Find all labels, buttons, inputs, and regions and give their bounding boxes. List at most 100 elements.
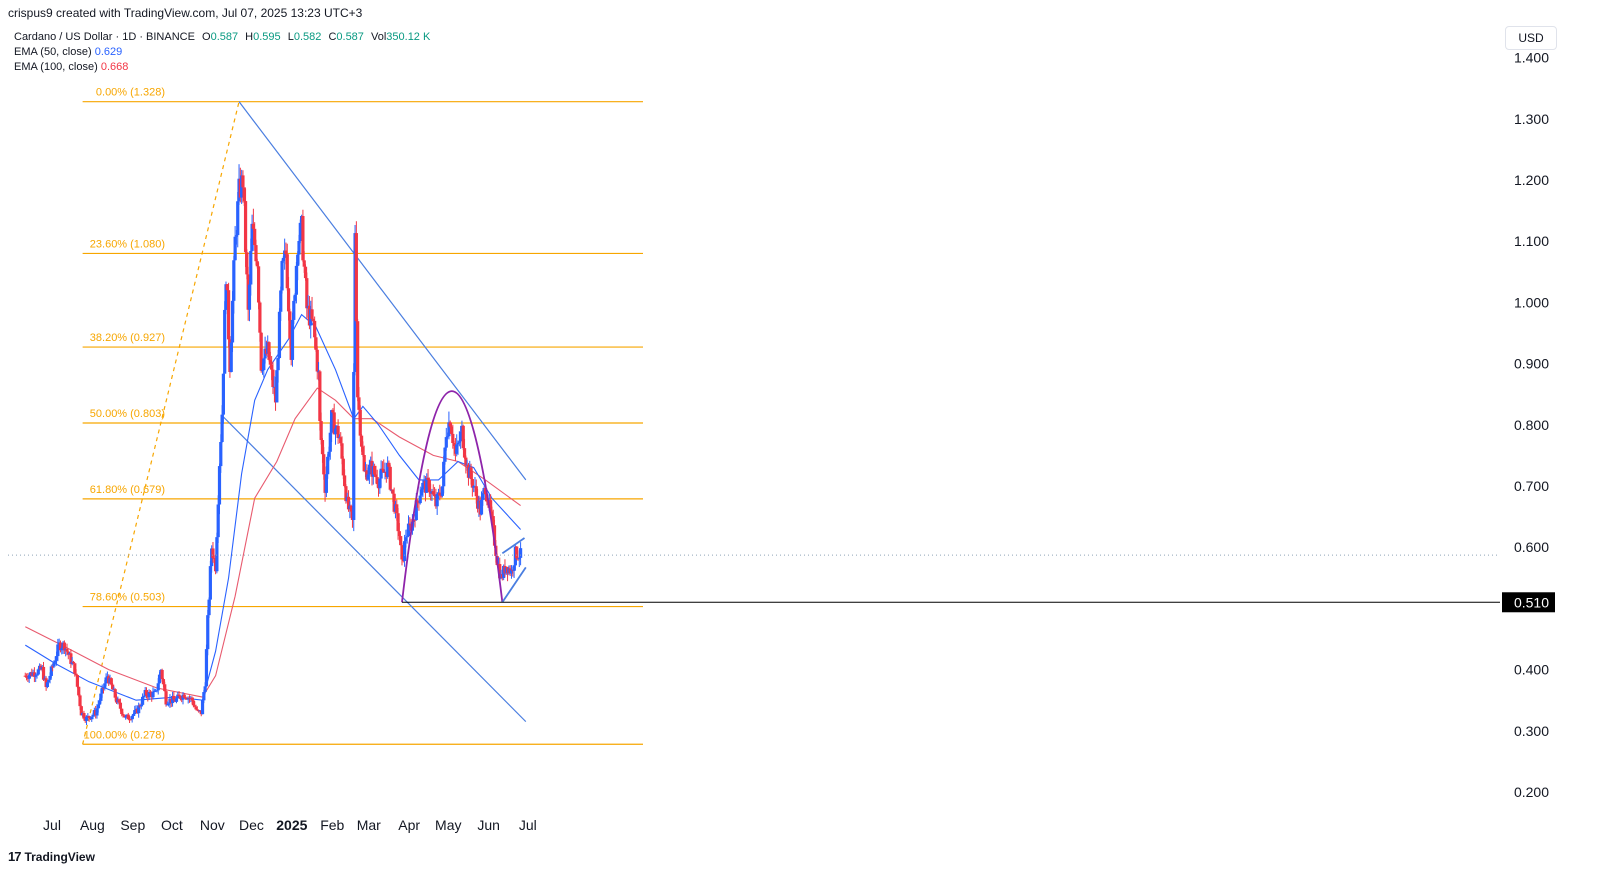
- candle-body: [373, 465, 377, 475]
- y-axis-tick: 0.800: [1514, 417, 1549, 433]
- candle-body: [469, 467, 473, 480]
- x-axis-tick: Nov: [200, 817, 225, 833]
- candle-body: [331, 410, 335, 413]
- candle-body: [48, 675, 52, 680]
- candle-body: [388, 466, 392, 490]
- x-axis-tick: Jul: [519, 817, 537, 833]
- y-axis-tick: 0.400: [1514, 662, 1549, 678]
- candle-body: [129, 719, 133, 721]
- fib-level-label: 100.00% (0.278): [84, 729, 165, 741]
- candle-body: [96, 704, 100, 709]
- y-axis-tick: 1.100: [1514, 233, 1549, 249]
- candle-body: [283, 250, 287, 258]
- candle-body: [216, 504, 220, 538]
- candle-body: [131, 714, 136, 716]
- candle-body: [442, 461, 446, 487]
- ohlc-high-label: H: [245, 31, 254, 43]
- ema50-row[interactable]: EMA (50, close) 0.629: [14, 45, 430, 60]
- ohlc-close-label: C: [328, 31, 337, 43]
- candle-body: [294, 265, 298, 295]
- candle-body: [174, 698, 179, 702]
- candle-body: [242, 187, 246, 202]
- candle-body: [446, 436, 450, 438]
- chart-attribution: crispus9 created with TradingView.com, J…: [8, 6, 363, 20]
- candle-body: [133, 710, 137, 715]
- candle-body: [406, 523, 411, 537]
- candle-body: [276, 358, 280, 371]
- candle-body: [426, 477, 430, 480]
- candle-body: [165, 704, 169, 706]
- candle-body: [366, 474, 370, 480]
- y-axis-tick: 1.000: [1514, 294, 1549, 310]
- y-axis-tick: 1.300: [1514, 111, 1549, 127]
- candle-body: [267, 342, 271, 360]
- candle-body: [24, 675, 29, 678]
- candle-body: [58, 642, 63, 651]
- candle-body: [60, 648, 64, 651]
- candle-body: [82, 712, 86, 719]
- candle-body: [156, 683, 160, 691]
- candle-body: [121, 714, 125, 716]
- candle-body: [227, 290, 231, 340]
- ohlc-low: 0.582: [293, 31, 322, 43]
- candle-body: [379, 468, 383, 479]
- symbol-name[interactable]: Cardano / US Dollar · 1D · BINANCE: [14, 31, 195, 43]
- fib-trend-line: [82, 101, 240, 745]
- currency-selector[interactable]: USD: [1505, 26, 1557, 50]
- ema50-value: 0.629: [94, 46, 123, 58]
- candle-body: [395, 504, 399, 514]
- candle-body: [139, 704, 143, 707]
- candle-body: [292, 300, 296, 320]
- candle-body: [254, 245, 258, 262]
- candle-body: [253, 228, 257, 246]
- y-axis-tick: 1.200: [1514, 172, 1549, 188]
- candle-body: [336, 425, 340, 439]
- candle-body: [177, 694, 181, 697]
- candle-body: [474, 486, 478, 497]
- ohlc-open: 0.587: [210, 31, 239, 43]
- candle-body: [223, 309, 227, 374]
- fib-level-label: 0.00% (1.328): [96, 87, 165, 99]
- candle-body: [397, 531, 401, 537]
- candle-body: [326, 456, 330, 475]
- candle-body: [462, 448, 467, 458]
- candle-body: [464, 457, 468, 466]
- candle-body: [144, 690, 149, 696]
- candle-body: [56, 644, 60, 657]
- candle-body: [311, 319, 315, 321]
- candle-body: [167, 703, 171, 705]
- candle-body: [84, 716, 89, 721]
- candle-body: [443, 447, 447, 462]
- ema100-row[interactable]: EMA (100, close) 0.668: [14, 60, 430, 75]
- tradingview-footer: 17 TradingView: [8, 849, 95, 864]
- candle-body: [66, 651, 70, 655]
- candle-body: [91, 714, 95, 717]
- candle-body: [73, 663, 77, 674]
- candle-body: [202, 692, 206, 701]
- candle-body: [305, 278, 309, 309]
- candle-body: [245, 252, 249, 275]
- candle-body: [90, 716, 94, 720]
- fib-level-label: 38.20% (0.927): [90, 332, 165, 344]
- candle-body: [303, 266, 308, 279]
- candle-body: [221, 373, 226, 415]
- y-axis-tick: 1.400: [1514, 50, 1549, 66]
- volume-value: 350.12 K: [386, 31, 431, 43]
- candle-body: [208, 566, 212, 600]
- candle-body: [284, 250, 288, 255]
- candle-body: [95, 708, 99, 716]
- symbol-row: Cardano / US Dollar · 1D · BINANCE O0.58…: [14, 30, 430, 45]
- candle-body: [99, 693, 103, 701]
- candle-body: [391, 489, 395, 494]
- candle-body: [439, 495, 443, 497]
- candle-body: [233, 236, 237, 261]
- candle-body: [346, 496, 351, 510]
- candle-body: [517, 557, 521, 560]
- candle-body: [419, 489, 424, 496]
- candle-body: [315, 349, 319, 372]
- candle-body: [224, 284, 228, 310]
- candle-body: [271, 369, 275, 388]
- candle-body: [120, 708, 124, 715]
- candle-body: [301, 216, 305, 261]
